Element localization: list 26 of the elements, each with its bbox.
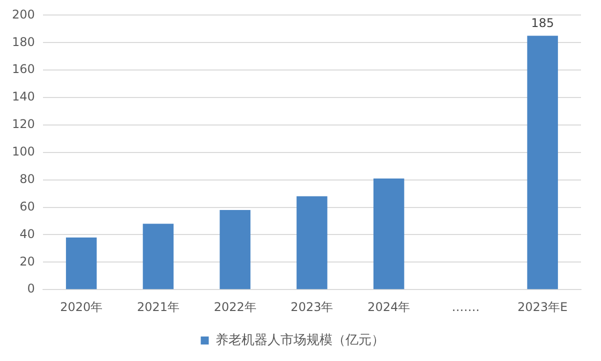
y-tick-label: 20 (20, 254, 35, 268)
bar (66, 237, 97, 290)
x-tick-label: 2020年 (60, 300, 103, 314)
y-tick-label: 200 (12, 7, 35, 22)
x-tick-label: 2023年E (518, 300, 568, 314)
legend-label: 养老机器人市场规模（亿元） (215, 332, 384, 348)
x-tick-label: 2023年 (290, 300, 334, 314)
y-tick-label: 180 (12, 34, 35, 49)
bar (527, 36, 558, 290)
bar (142, 224, 174, 290)
y-tick-label: 100 (12, 144, 35, 159)
y-tick-label: 140 (12, 90, 35, 104)
bar (220, 210, 250, 290)
x-tick-label: 2024年 (368, 300, 410, 314)
y-tick-label: 40 (20, 226, 35, 241)
bar (373, 178, 404, 290)
y-tick-label: 60 (20, 199, 35, 214)
bar (296, 196, 328, 290)
y-tick-label: 120 (12, 117, 35, 132)
data-label: 185 (531, 16, 554, 30)
x-tick-label: 2021年 (136, 300, 180, 314)
y-tick-label: 0 (27, 282, 35, 296)
y-tick-label: 160 (12, 62, 35, 76)
x-tick-label: 2022年 (214, 300, 256, 314)
x-tick-label: ……. (452, 300, 480, 314)
y-tick-label: 80 (20, 172, 35, 186)
